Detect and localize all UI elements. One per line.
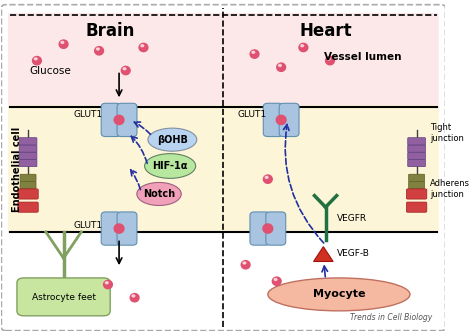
Ellipse shape: [123, 68, 126, 70]
Ellipse shape: [279, 64, 282, 66]
FancyBboxPatch shape: [19, 159, 37, 167]
FancyBboxPatch shape: [19, 152, 37, 159]
Ellipse shape: [33, 56, 41, 65]
FancyBboxPatch shape: [117, 103, 137, 136]
Ellipse shape: [273, 277, 281, 286]
Ellipse shape: [268, 278, 410, 311]
Ellipse shape: [121, 66, 130, 75]
Text: βOHB: βOHB: [157, 135, 188, 145]
Ellipse shape: [252, 51, 255, 53]
Text: Myocyte: Myocyte: [313, 290, 365, 299]
Text: GLUT1: GLUT1: [73, 221, 102, 230]
Text: VEGFR: VEGFR: [337, 214, 367, 223]
Ellipse shape: [104, 280, 112, 289]
Text: Brain: Brain: [85, 22, 135, 40]
Ellipse shape: [264, 175, 272, 183]
Text: Trends in Cell Biology: Trends in Cell Biology: [350, 313, 432, 322]
Text: Tight
junction: Tight junction: [430, 124, 464, 143]
Text: Astrocyte feet: Astrocyte feet: [32, 293, 96, 302]
Bar: [10, 232, 437, 324]
FancyBboxPatch shape: [408, 138, 426, 145]
FancyBboxPatch shape: [1, 5, 446, 331]
Ellipse shape: [326, 56, 334, 65]
Ellipse shape: [148, 128, 197, 151]
Ellipse shape: [276, 115, 286, 124]
Text: GLUT1: GLUT1: [73, 111, 102, 120]
Text: Heart: Heart: [299, 22, 352, 40]
FancyBboxPatch shape: [408, 159, 426, 167]
Ellipse shape: [241, 261, 250, 269]
FancyBboxPatch shape: [408, 152, 426, 159]
Text: Endothelial cell: Endothelial cell: [12, 127, 22, 212]
FancyBboxPatch shape: [18, 202, 38, 212]
FancyBboxPatch shape: [17, 278, 110, 316]
Ellipse shape: [130, 293, 139, 302]
FancyBboxPatch shape: [406, 189, 427, 199]
Text: Glucose: Glucose: [29, 65, 71, 75]
FancyBboxPatch shape: [8, 13, 439, 108]
FancyBboxPatch shape: [117, 212, 137, 245]
Ellipse shape: [141, 45, 144, 47]
Text: GLUT1: GLUT1: [238, 111, 267, 120]
FancyBboxPatch shape: [266, 212, 286, 245]
FancyBboxPatch shape: [18, 189, 38, 199]
Ellipse shape: [34, 58, 37, 60]
Polygon shape: [314, 247, 333, 262]
Ellipse shape: [263, 224, 273, 233]
FancyBboxPatch shape: [406, 202, 427, 212]
FancyBboxPatch shape: [19, 138, 37, 145]
FancyBboxPatch shape: [279, 103, 299, 136]
FancyBboxPatch shape: [101, 103, 121, 136]
Ellipse shape: [114, 224, 124, 233]
FancyBboxPatch shape: [409, 182, 425, 189]
FancyBboxPatch shape: [250, 212, 270, 245]
Ellipse shape: [95, 46, 103, 55]
Ellipse shape: [114, 115, 124, 124]
FancyBboxPatch shape: [409, 174, 425, 182]
Ellipse shape: [274, 279, 277, 281]
Text: VEGF-B: VEGF-B: [337, 249, 370, 258]
Text: Notch: Notch: [143, 189, 175, 199]
Ellipse shape: [61, 42, 64, 43]
FancyBboxPatch shape: [19, 145, 37, 152]
Ellipse shape: [97, 48, 99, 50]
Ellipse shape: [250, 50, 259, 58]
Ellipse shape: [145, 154, 196, 178]
Text: HIF-1α: HIF-1α: [152, 161, 188, 171]
FancyBboxPatch shape: [263, 103, 283, 136]
Ellipse shape: [328, 58, 330, 60]
Ellipse shape: [139, 43, 148, 52]
FancyBboxPatch shape: [20, 174, 36, 182]
FancyBboxPatch shape: [101, 212, 121, 245]
Ellipse shape: [301, 45, 303, 47]
Ellipse shape: [243, 262, 246, 264]
Text: Vessel lumen: Vessel lumen: [324, 52, 401, 62]
Ellipse shape: [132, 295, 135, 297]
Ellipse shape: [105, 282, 108, 284]
FancyBboxPatch shape: [408, 145, 426, 152]
Text: Adherens
junction: Adherens junction: [430, 179, 470, 199]
Ellipse shape: [59, 40, 68, 48]
FancyBboxPatch shape: [8, 105, 439, 233]
Ellipse shape: [265, 176, 268, 178]
Ellipse shape: [137, 183, 181, 206]
FancyBboxPatch shape: [20, 182, 36, 189]
Ellipse shape: [299, 43, 308, 52]
Ellipse shape: [277, 63, 285, 71]
